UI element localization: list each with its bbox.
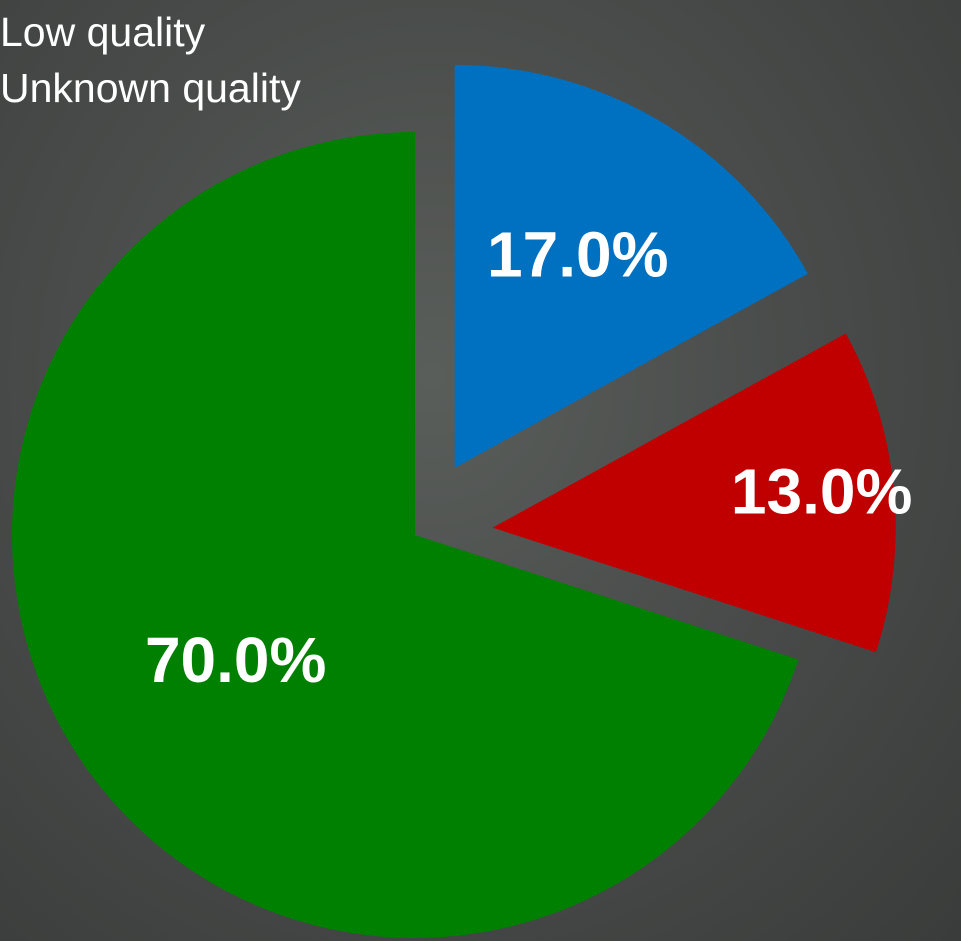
slice-label-high: 17.0% — [487, 219, 668, 291]
legend-label-low-quality: Low quality — [0, 8, 206, 55]
slice-label-unknown-quality: 70.0% — [145, 624, 326, 696]
legend-item-low-quality: Low quality — [0, 4, 301, 60]
pie-slice-high — [454, 64, 808, 468]
legend-label-unknown-quality: Unknown quality — [0, 64, 301, 111]
pie-slice-low-quality — [492, 333, 896, 653]
slice-label-low-quality: 13.0% — [731, 455, 912, 527]
pie-slice-unknown-quality — [11, 132, 799, 938]
legend-item-unknown-quality: Unknown quality — [0, 60, 301, 116]
chart-legend: Low quality Unknown quality — [0, 4, 301, 116]
